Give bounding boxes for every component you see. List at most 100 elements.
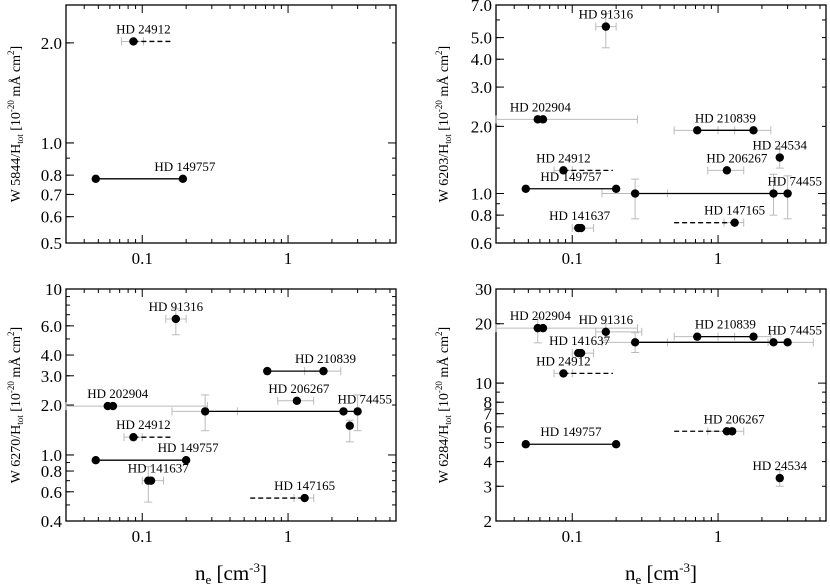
- x-tick-label: 1: [714, 527, 723, 546]
- data-point: [775, 473, 784, 483]
- data-point: [693, 332, 702, 341]
- y-tick-label: 1.0: [41, 134, 62, 153]
- series-hd-24912: HD 24912: [536, 353, 613, 378]
- y-tick-label: 0.6: [41, 483, 62, 502]
- y-tick-label: 4.0: [41, 346, 62, 365]
- data-point: [521, 184, 530, 193]
- y-axis-label: W 6284/Htot [10-20 mÅ cm2]: [434, 327, 453, 483]
- x-tick-label: 1: [284, 249, 293, 268]
- data-point: [263, 366, 272, 376]
- x-tick-label: 1: [714, 249, 723, 268]
- data-point: [722, 166, 732, 175]
- data-point: [783, 189, 792, 198]
- y-tick-label: 3.0: [471, 78, 492, 97]
- y-tick-label: 3.0: [41, 367, 62, 386]
- series-hd-74455: HD 74455: [601, 322, 822, 353]
- data-point: [339, 407, 348, 416]
- data-point: [181, 455, 191, 465]
- point-label: HD 141637: [128, 461, 190, 476]
- data-point: [200, 407, 210, 416]
- x-tick-label: 0.1: [132, 527, 153, 546]
- point-label: HD 91316: [579, 312, 634, 327]
- y-tick-label: 0.8: [41, 462, 62, 481]
- series-hd-24534: HD 24534: [752, 458, 808, 487]
- data-point: [521, 440, 530, 449]
- y-tick-label: 0.5: [41, 234, 62, 253]
- series-hd-91316: HD 91316: [149, 299, 204, 336]
- point-label: HD 24912: [116, 417, 171, 432]
- data-point: [146, 476, 156, 485]
- series-hd-141637: HD 141637: [549, 333, 611, 358]
- data-point: [91, 174, 100, 184]
- series-hd-149757: HD 149757: [91, 159, 216, 184]
- series-hd-149757: HD 149757: [91, 440, 220, 465]
- y-tick-label: 2.0: [41, 396, 62, 415]
- point-label: HD 149757: [158, 440, 220, 455]
- y-tick-label: 0.6: [471, 234, 492, 253]
- plot-frame: [65, 4, 397, 244]
- data-point: [775, 153, 784, 162]
- series-hd-141637: HD 141637: [128, 461, 190, 503]
- point-label: HD 24912: [116, 21, 171, 36]
- y-tick-label: 3: [484, 477, 493, 496]
- point-label: HD 206267: [706, 150, 768, 165]
- series-hd-202904: HD 202904: [495, 99, 638, 124]
- data-point: [108, 401, 118, 411]
- data-point: [576, 223, 586, 233]
- point-label: HD 141637: [549, 333, 611, 348]
- series-hd-24534: [345, 419, 354, 443]
- y-tick-label: 2.0: [41, 34, 62, 53]
- point-label: HD 147165: [704, 203, 765, 218]
- x-tick-label: 0.1: [562, 249, 583, 268]
- point-label: HD 210839: [695, 317, 756, 332]
- data-point: [630, 338, 640, 347]
- series-hd-202904: HD 202904: [495, 308, 638, 344]
- data-point: [601, 22, 611, 31]
- plot-frame: [495, 288, 827, 522]
- data-point: [730, 218, 739, 227]
- data-point: [292, 396, 302, 406]
- x-tick-label: 1: [284, 527, 293, 546]
- series-hd-202904: HD 202904: [65, 386, 208, 411]
- y-tick-label: 4: [484, 453, 493, 472]
- y-tick-label: 8: [484, 393, 493, 412]
- point-label: HD 24912: [536, 353, 591, 368]
- y-tick-label: 7.0: [471, 0, 492, 15]
- data-point: [611, 440, 621, 449]
- y-tick-label: 1.0: [471, 185, 492, 204]
- point-label: HD 206267: [268, 381, 330, 396]
- point-label: HD 74455: [337, 391, 392, 406]
- x-axis-label: ne [cm-3]: [195, 560, 267, 586]
- y-tick-label: 7: [484, 405, 493, 424]
- y-tick-label: 0.4: [41, 512, 63, 531]
- point-label: HD 149757: [540, 424, 602, 439]
- data-point: [91, 455, 100, 465]
- series-hd-210839: HD 210839: [263, 351, 356, 376]
- plot-frame: [495, 4, 827, 244]
- panel-top-left: 0.1 1 0.5 0.6 0.70.8 1.0 2.0 W 5844/Htot [10-20…: [6, 4, 397, 268]
- data-point: [611, 184, 621, 193]
- point-label: HD 24534: [752, 138, 807, 153]
- x-tick-label: 0.1: [132, 249, 153, 268]
- point-label: HD 210839: [695, 110, 756, 125]
- series-hd-74455: HD 74455: [601, 174, 822, 220]
- data-point: [749, 126, 758, 135]
- data-point: [171, 314, 181, 324]
- point-label: HD 141637: [549, 208, 611, 223]
- series-hd-206267: HD 206267: [268, 381, 330, 406]
- series-hd-210839: HD 210839: [673, 110, 772, 135]
- data-point: [749, 332, 758, 341]
- y-tick-label: 4.0: [471, 50, 492, 69]
- y-tick-label: 30: [475, 280, 492, 299]
- panel-top-right: 0.1 1 0.6 0.8 1.0 2.0 3.0 4.0 5.0 7.0 W 6203/Htot …: [434, 0, 827, 268]
- y-tick-label: 2: [484, 512, 493, 531]
- series-hd-91316: HD 91316: [579, 7, 634, 49]
- point-label: HD 202904: [87, 386, 149, 401]
- point-label: HD 202904: [510, 308, 572, 323]
- point-label: HD 147165: [274, 478, 335, 493]
- y-axis-label: W 5844/Htot [10-20 mÅ cm2]: [6, 46, 25, 202]
- data-point: [538, 323, 548, 333]
- point-label: HD 24534: [752, 458, 807, 473]
- series-hd-210839: HD 210839: [673, 317, 772, 341]
